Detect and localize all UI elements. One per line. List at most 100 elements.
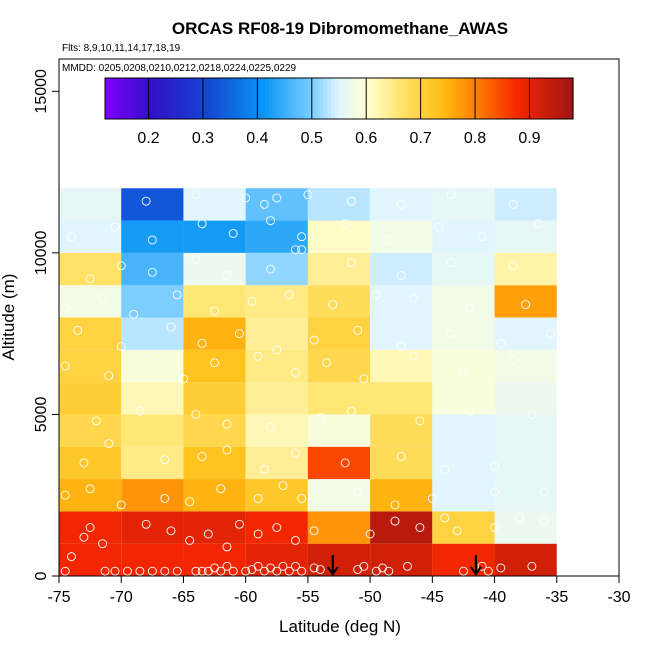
sample-point [104,371,114,381]
sample-point [259,464,269,474]
heatmap-cell [183,543,246,576]
colorbar-swatch [378,78,383,119]
heatmap-cell [59,285,122,318]
sample-point [222,271,232,280]
sample-point [266,422,276,432]
sample-point [346,196,356,206]
colorbar-swatch [303,78,309,119]
sample-point [178,374,188,384]
sample-point [222,419,232,429]
colorbar-swatch [147,78,153,119]
colorbar-swatch [565,78,570,119]
heatmap-cell [245,382,308,415]
sample-point [104,439,114,448]
colorbar-swatch [350,78,356,119]
chart-title: ORCAS RF08-19 Dibromomethane_AWAS [172,19,508,38]
colorbar-swatch [502,78,508,119]
colorbar-swatch [132,78,137,119]
colorbar-frame [104,77,574,120]
colorbar-swatch [553,78,558,119]
colorbar-swatch [487,78,492,119]
sample-point [290,448,300,458]
colorbar-swatch [233,78,239,119]
colorbar-swatch [206,78,211,119]
colorbar-swatch [292,78,297,119]
heatmap-cell [370,414,433,447]
heatmap-cell [432,349,495,383]
colorbar-swatch [268,78,274,119]
heatmap-cell [245,479,308,512]
colorbar-swatch [167,78,172,119]
colorbar-swatch [452,78,457,119]
sample-point [415,523,425,532]
colorbar-swatch [409,78,414,119]
y-tick-label: 15000 [33,69,50,114]
heatmap-cell [432,446,495,480]
sample-point [129,309,139,319]
colorbar-swatch [249,78,254,119]
sample-point [508,199,518,209]
x-tick-label: -60 [234,589,257,606]
heatmap-cell [245,252,308,286]
colorbar-swatch [358,78,363,119]
colorbar-tick-label: 0.8 [464,130,486,147]
sample-point [247,296,257,306]
sample-point [116,500,126,510]
heatmap-cell [59,446,122,480]
heatmap-cell [370,285,433,318]
heatmap-cell [121,220,184,253]
sample-point [340,458,350,468]
sample-point [278,481,288,490]
sample-point [210,306,220,316]
sample-point [297,566,307,576]
heatmap-cell [307,382,371,415]
heatmap-cell [121,382,184,415]
colorbar-swatch [510,78,516,119]
colorbar-swatch [307,78,313,119]
heatmap-cell [494,349,557,383]
colorbar-swatch [159,78,165,119]
colorbar-swatch [222,78,227,119]
colorbar-swatch [229,78,235,119]
sample-point [284,566,294,576]
colorbar-swatch [561,78,566,119]
sample-point [141,196,151,206]
heatmap-cell [432,414,495,447]
colorbar-swatch [155,78,161,119]
sample-point [490,523,500,532]
heatmap-cell [494,446,557,480]
colorbar-swatch [471,78,477,119]
colorbar-swatch [545,78,551,119]
sample-point [253,494,263,503]
sample-point [434,222,444,232]
colorbar-swatch [237,78,243,119]
heatmap-cell [245,220,308,253]
sample-point [290,245,300,255]
sample-point [234,519,244,529]
sample-point [79,532,89,542]
sample-point [409,351,419,361]
colorbar-swatch [214,78,219,119]
colorbar-swatch [557,78,562,119]
sample-point [272,566,282,576]
heatmap-cell [183,414,246,447]
sample-point [85,274,95,284]
arrow-marker [470,555,482,576]
colorbar-swatch [202,78,207,119]
sample-point [122,566,132,576]
sample-point [98,539,108,549]
sample-point [272,523,282,532]
sample-point [508,355,518,364]
colorbar-swatch [284,78,289,119]
sample-point [427,494,437,503]
colorbar: 0.2 0.3 0.4 0.5 0.6 0.7 0.8 0.9 [104,77,574,147]
heatmap-cell [183,252,246,286]
sample-point [396,271,406,280]
sample-point [135,566,145,576]
sample-points [60,190,556,576]
heatmap-cell [183,317,246,350]
colorbar-swatch [401,78,406,119]
sample-point [396,342,406,352]
colorbar-swatch [424,78,430,119]
colorbar-swatch [264,78,270,119]
